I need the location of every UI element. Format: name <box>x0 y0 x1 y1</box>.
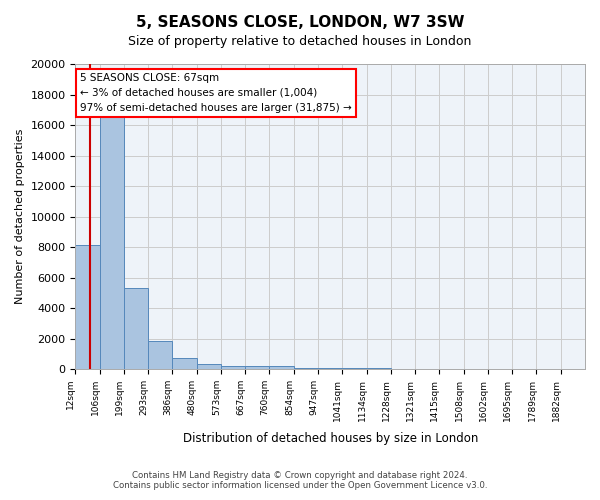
Text: Contains HM Land Registry data © Crown copyright and database right 2024.
Contai: Contains HM Land Registry data © Crown c… <box>113 470 487 490</box>
Bar <box>294 368 318 369</box>
Bar <box>124 288 148 369</box>
Bar <box>197 364 221 369</box>
Bar <box>221 366 245 369</box>
Bar <box>269 366 294 369</box>
Bar <box>76 246 100 369</box>
Bar <box>367 368 391 369</box>
Bar <box>391 368 415 369</box>
Text: 5 SEASONS CLOSE: 67sqm
← 3% of detached houses are smaller (1,004)
97% of semi-d: 5 SEASONS CLOSE: 67sqm ← 3% of detached … <box>80 73 352 113</box>
Bar <box>318 368 343 369</box>
X-axis label: Distribution of detached houses by size in London: Distribution of detached houses by size … <box>182 432 478 445</box>
Bar <box>148 341 172 369</box>
Text: 5, SEASONS CLOSE, LONDON, W7 3SW: 5, SEASONS CLOSE, LONDON, W7 3SW <box>136 15 464 30</box>
Bar <box>100 118 124 369</box>
Y-axis label: Number of detached properties: Number of detached properties <box>15 129 25 304</box>
Text: Size of property relative to detached houses in London: Size of property relative to detached ho… <box>128 35 472 48</box>
Bar <box>245 366 269 369</box>
Bar <box>172 358 197 369</box>
Bar <box>343 368 367 369</box>
